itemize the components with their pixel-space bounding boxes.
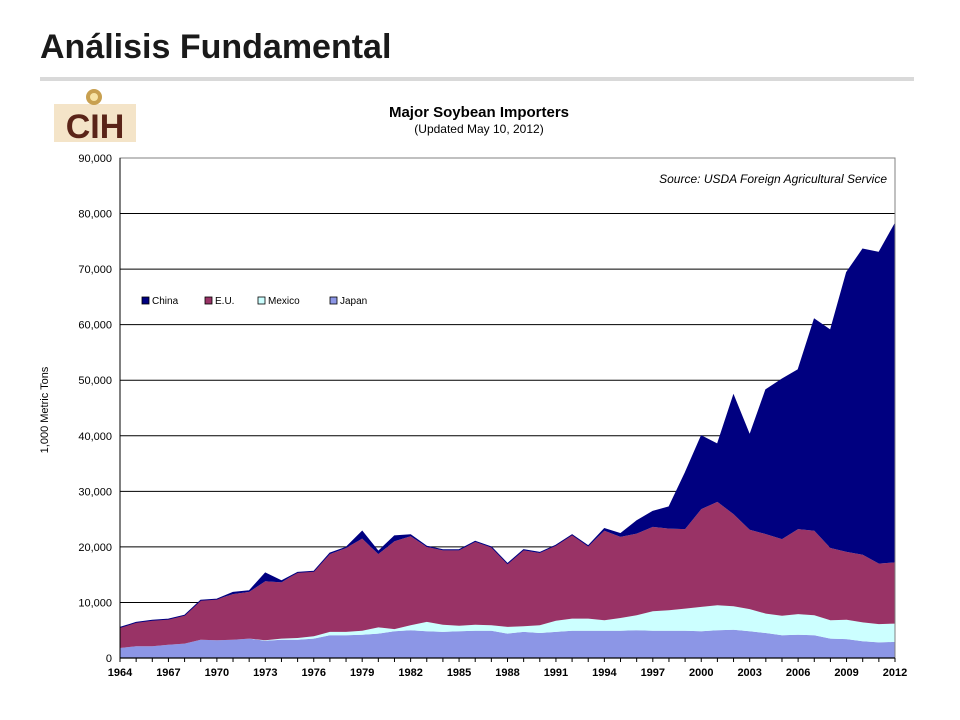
legend-swatch: [257, 296, 266, 305]
legend-item-china: China: [141, 296, 179, 307]
y-tick-label: 0: [106, 653, 112, 665]
source-note: Source: USDA Foreign Agricultural Servic…: [659, 172, 887, 186]
x-tick-label: 1988: [495, 667, 519, 679]
y-tick-label: 80,000: [78, 209, 112, 221]
series-area-japan: [120, 629, 895, 658]
x-tick-label: 1973: [253, 667, 277, 679]
stack-outline: [119, 223, 896, 628]
y-tick-label: 30,000: [78, 486, 112, 498]
title-divider: [40, 77, 914, 81]
x-tick-label: 2006: [786, 667, 810, 679]
x-tick-label: 1967: [156, 667, 180, 679]
x-tick-label: 1976: [302, 667, 326, 679]
legend-swatch: [141, 296, 150, 305]
legend-item-japan: Japan: [329, 296, 367, 307]
series-area-china: [120, 223, 895, 628]
y-tick-label: 60,000: [78, 320, 112, 332]
logo-text: CIH: [66, 108, 125, 142]
legend-item-mexico: Mexico: [257, 296, 300, 307]
x-tick-label: 1997: [641, 667, 665, 679]
y-tick-label: 90,000: [78, 153, 112, 165]
series-area-mexico: [120, 605, 895, 648]
x-tick-label: 2012: [883, 667, 907, 679]
x-tick-label: 2000: [689, 667, 713, 679]
legend-label: E.U.: [215, 296, 234, 307]
x-tick-label: 1982: [398, 667, 422, 679]
logo-emblem-center: [90, 93, 98, 101]
legend-swatch: [329, 296, 338, 305]
y-tick-label: 50,000: [78, 375, 112, 387]
x-tick-label: 1970: [205, 667, 229, 679]
x-tick-label: 2009: [834, 667, 858, 679]
plot-area: 0 10,000 20,000 30,000 40,000 50,000 60,000 70,…: [78, 153, 907, 679]
x-tick-label: 2003: [737, 667, 761, 679]
series-area-e-u: [120, 501, 895, 648]
y-tick-label: 20,000: [78, 542, 112, 554]
x-tick-label: 1991: [544, 667, 568, 679]
x-tick-label: 1979: [350, 667, 374, 679]
chart-title: Major Soybean Importers: [389, 104, 569, 121]
legend-label: Mexico: [268, 296, 300, 307]
legend-item-e-u: E.U.: [204, 296, 234, 307]
y-tick-label: 10,000: [78, 597, 112, 609]
chart-subtitle: (Updated May 10, 2012): [414, 122, 543, 136]
x-tick-label: 1964: [108, 667, 133, 679]
x-tick-label: 1985: [447, 667, 471, 679]
y-axis-label: 1,000 Metric Tons: [39, 366, 51, 453]
slide-title: Análisis Fundamental: [40, 28, 392, 66]
logo-background: [54, 104, 136, 142]
legend: China E.U. Mexico Japan: [141, 296, 367, 307]
y-tick-label: 70,000: [78, 264, 112, 276]
legend-label: Japan: [340, 296, 367, 307]
cih-logo: CIH: [54, 89, 136, 142]
x-tick-label: 1994: [592, 667, 617, 679]
legend-swatch: [204, 296, 213, 305]
legend-label: China: [152, 296, 179, 307]
y-tick-label: 40,000: [78, 431, 112, 443]
